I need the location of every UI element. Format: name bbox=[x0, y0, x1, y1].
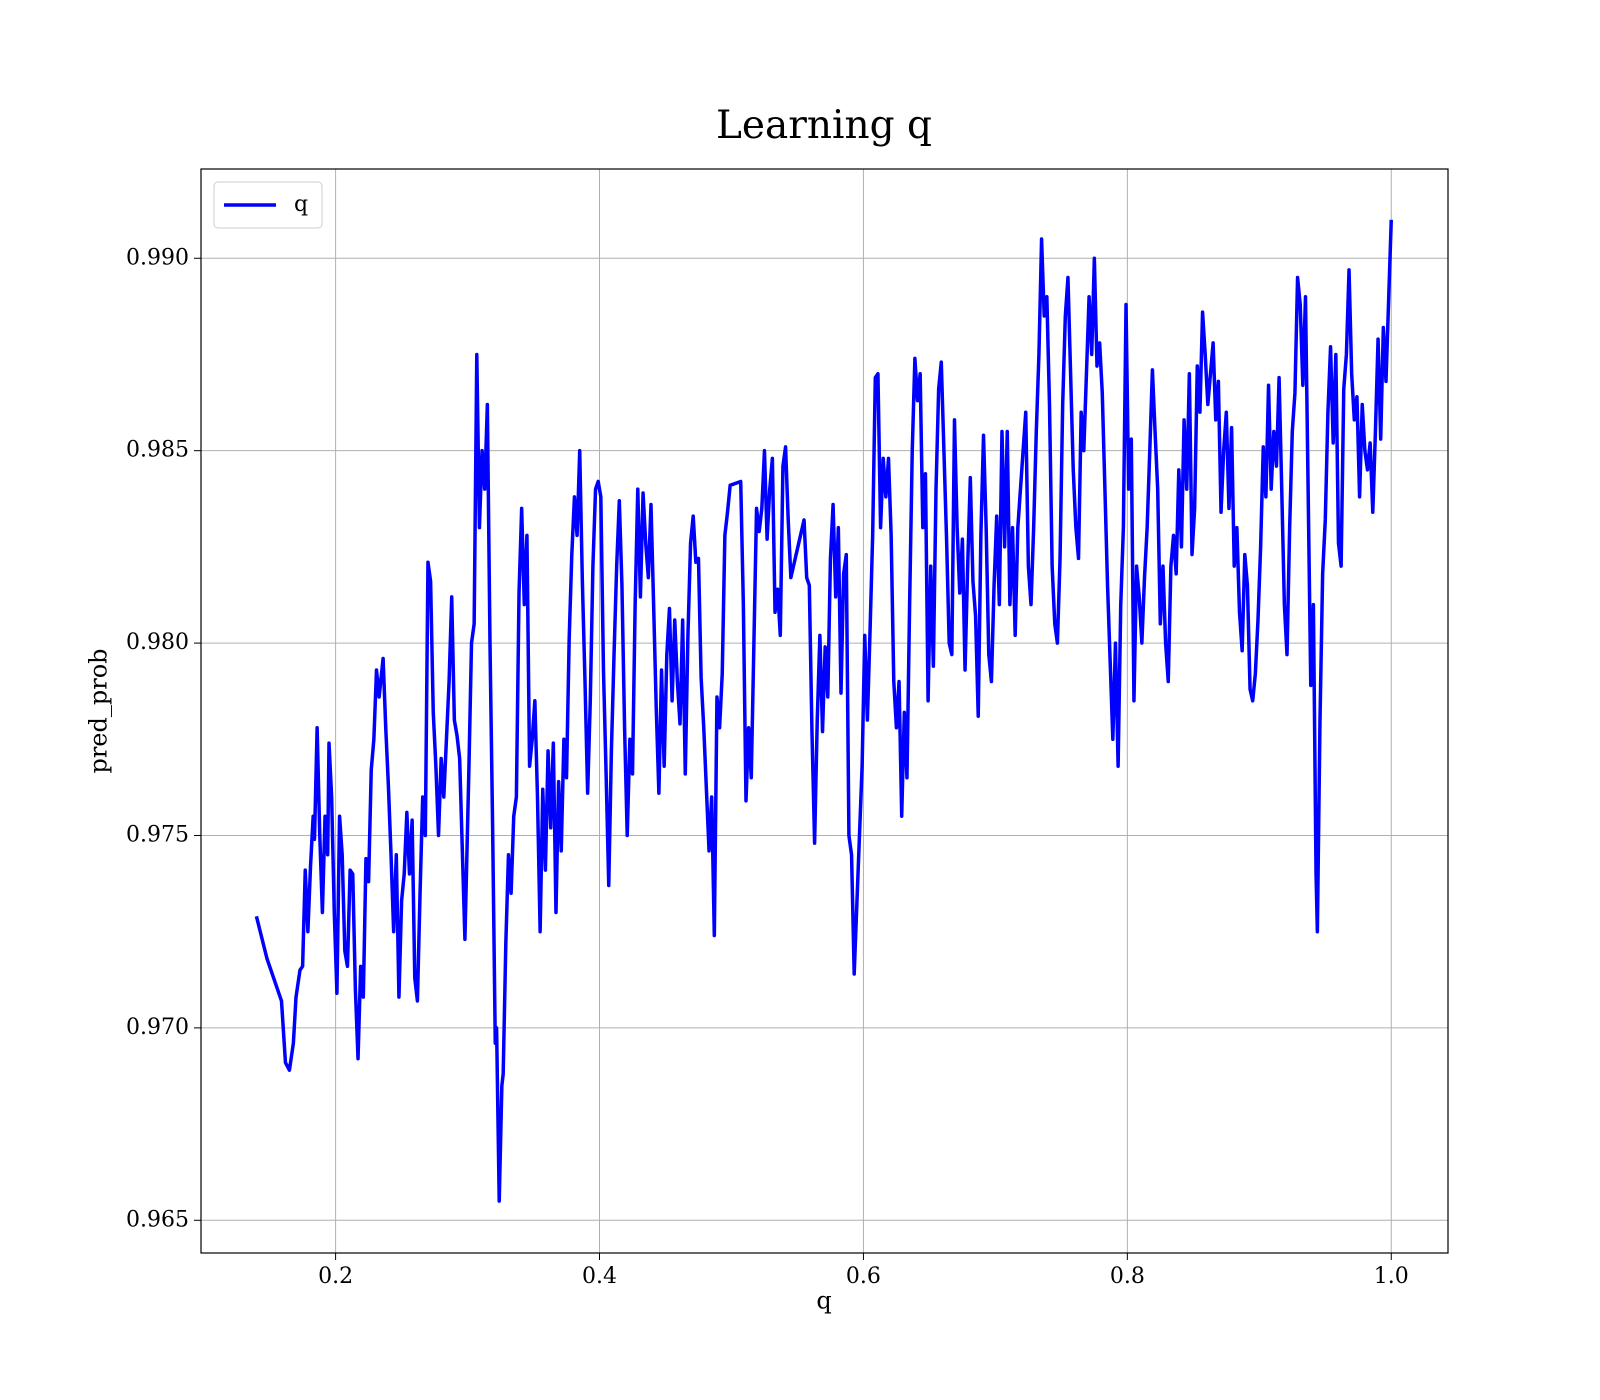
chart-title: Learning q bbox=[716, 103, 932, 148]
y-tick-label: 0.985 bbox=[126, 438, 189, 463]
y-tick-label: 0.980 bbox=[126, 630, 189, 655]
y-tick-label: 0.975 bbox=[126, 822, 189, 847]
y-tick-label: 0.990 bbox=[126, 245, 189, 270]
x-tick-label: 0.2 bbox=[318, 1264, 353, 1289]
legend: q bbox=[213, 181, 323, 229]
x-tick-label: 0.8 bbox=[1110, 1264, 1145, 1289]
plot-frame bbox=[200, 168, 1449, 1254]
legend-label: q bbox=[294, 192, 308, 217]
y-tick-label: 0.965 bbox=[126, 1207, 189, 1232]
x-axis-label: q bbox=[816, 1287, 831, 1315]
x-tick-label: 0.4 bbox=[582, 1264, 617, 1289]
x-tick-label: 1.0 bbox=[1374, 1264, 1409, 1289]
data-line bbox=[254, 219, 1394, 1203]
x-tick-label: 0.6 bbox=[846, 1264, 881, 1289]
y-tick-label: 0.970 bbox=[126, 1015, 189, 1040]
y-axis-label: pred_prob bbox=[85, 648, 113, 773]
